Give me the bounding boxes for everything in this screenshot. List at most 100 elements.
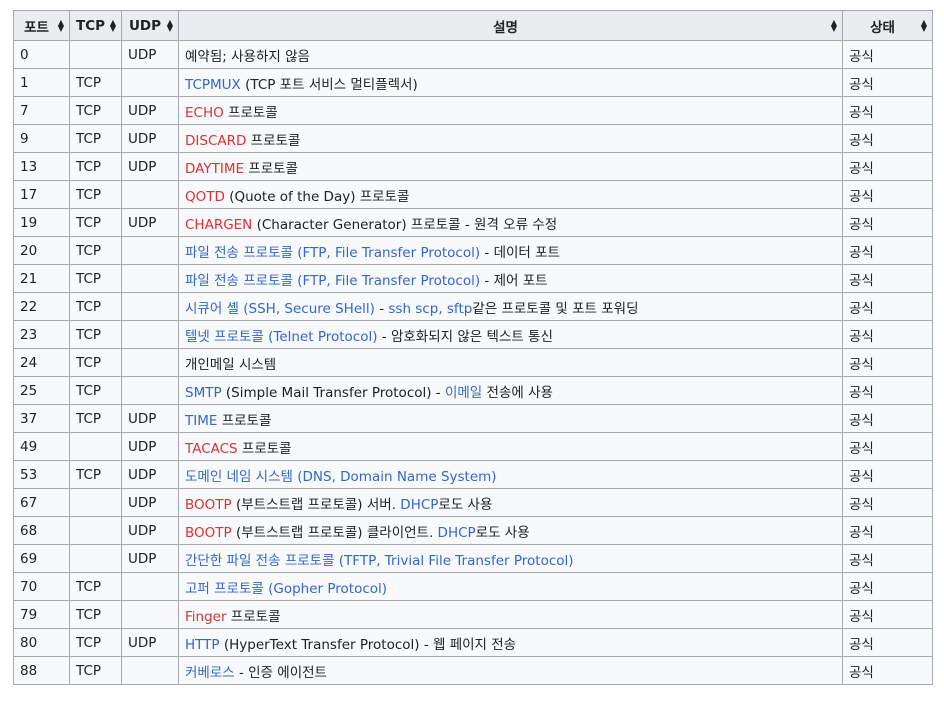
table-row: 20 TCP 파일 전송 프로토콜 (FTP, File Transfer Prot… (13, 236, 933, 265)
table-row: 80 TCP UDP HTTP (HyperText Transfer Protoco… (13, 628, 933, 657)
tcp-cell: TCP (69, 124, 122, 153)
sort-icon[interactable]: ▲ ▼ (109, 17, 116, 33)
tcp-cell: TCP (69, 292, 122, 321)
description-link[interactable]: 이메일 (444, 384, 483, 401)
sort-icon[interactable]: ▲ ▼ (920, 17, 927, 33)
status-cell: 공식 (842, 264, 933, 293)
status-cell: 공식 (842, 180, 933, 209)
description-link[interactable]: 커베로스 (185, 664, 235, 681)
header-tcp[interactable]: TCP ▲ ▼ (69, 10, 122, 41)
description-link[interactable]: DHCP (400, 496, 439, 513)
description-link[interactable]: HTTP (185, 636, 220, 653)
description-text: 프로토콜 (223, 104, 278, 121)
description-link[interactable]: 도메인 네임 시스템 (DNS, Domain Name System) (185, 468, 497, 485)
description-link[interactable]: DAYTIME (185, 160, 244, 177)
description-text: 개인메일 시스템 (185, 356, 277, 373)
description-cell: CHARGEN (Character Generator) 프로토콜 - 원격 … (178, 208, 843, 237)
status-cell: 공식 (842, 656, 933, 685)
status-cell: 공식 (842, 460, 933, 489)
tcp-cell (69, 544, 122, 573)
header-status[interactable]: 상태 ▲ ▼ (842, 10, 933, 41)
sort-icon[interactable]: ▲ ▼ (57, 17, 64, 33)
port-cell: 80 (13, 628, 70, 657)
description-cell: 개인메일 시스템 (178, 348, 843, 377)
header-udp[interactable]: UDP ▲ ▼ (121, 10, 179, 41)
description-text: 로도 사용 (475, 524, 530, 541)
udp-cell: UDP (121, 208, 179, 237)
description-link[interactable]: TCPMUX (185, 76, 241, 93)
header-description[interactable]: 설명 ▲ ▼ (178, 10, 843, 41)
tcp-cell: TCP (69, 600, 122, 629)
table-row: 37 TCP UDP TIME 프로토콜 공식 (13, 404, 933, 433)
status-cell: 공식 (842, 628, 933, 657)
description-text: 프로토콜 (237, 440, 292, 457)
description-link[interactable]: SMTP (185, 384, 222, 401)
port-cell: 7 (13, 96, 70, 125)
udp-cell (121, 572, 179, 601)
port-cell: 17 (13, 180, 70, 209)
description-cell: 텔넷 프로토콜 (Telnet Protocol) - 암호화되지 않은 텍스트… (178, 320, 843, 349)
description-link[interactable]: QOTD (185, 188, 225, 205)
description-link[interactable]: BOOTP (185, 496, 232, 513)
description-cell: TIME 프로토콜 (178, 404, 843, 433)
description-link[interactable]: 텔넷 프로토콜 (Telnet Protocol) (185, 328, 378, 345)
description-cell: TACACS 프로토콜 (178, 432, 843, 461)
description-cell: HTTP (HyperText Transfer Protocol) - 웹 페… (178, 628, 843, 657)
status-cell: 공식 (842, 236, 933, 265)
table-row: 21 TCP 파일 전송 프로토콜 (FTP, File Transfer Prot… (13, 264, 933, 293)
description-cell: ECHO 프로토콜 (178, 96, 843, 125)
table-body: 0 UDP 예약됨; 사용하지 않음 공식 1 TCP TCPMUX (TCP 포트 서비스… (13, 40, 933, 685)
header-row: 포트 ▲ ▼ TCP ▲ ▼ UDP ▲ ▼ 설명 ▲ ▼ 상태 ▲ ▼ (13, 10, 933, 41)
udp-cell (121, 600, 179, 629)
description-cell: 시큐어 셸 (SSH, Secure SHell) - ssh scp, sft… (178, 292, 843, 321)
description-text: 프로토콜 (246, 132, 301, 149)
description-link[interactable]: BOOTP (185, 524, 232, 541)
header-port[interactable]: 포트 ▲ ▼ (13, 10, 70, 41)
description-link[interactable]: 파일 전송 프로토콜 (FTP, File Transfer Protocol) (185, 272, 481, 289)
status-cell: 공식 (842, 348, 933, 377)
port-cell: 24 (13, 348, 70, 377)
status-cell: 공식 (842, 432, 933, 461)
udp-cell: UDP (121, 460, 179, 489)
description-text: (TCP 포트 서비스 멀티플렉서) (240, 76, 418, 93)
description-link[interactable]: TIME (185, 412, 218, 429)
description-text: - 인증 에이전트 (234, 664, 327, 681)
sort-icon[interactable]: ▲ ▼ (830, 17, 837, 33)
header-description-label: 설명 (493, 19, 518, 36)
description-link[interactable]: 고퍼 프로토콜 (Gopher Protocol) (185, 580, 388, 597)
description-link[interactable]: 시큐어 셸 (SSH, Secure SHell) (185, 300, 375, 317)
description-link[interactable]: ECHO (185, 104, 224, 121)
status-cell: 공식 (842, 544, 933, 573)
description-cell: BOOTP (부트스트랩 프로토콜) 클라이언트. DHCP로도 사용 (178, 516, 843, 545)
description-link[interactable]: 간단한 파일 전송 프로토콜 (TFTP, Trivial File Trans… (185, 552, 574, 569)
description-cell: 간단한 파일 전송 프로토콜 (TFTP, Trivial File Trans… (178, 544, 843, 573)
status-cell: 공식 (842, 376, 933, 405)
tcp-cell: TCP (69, 152, 122, 181)
description-link[interactable]: DHCP (437, 524, 476, 541)
status-cell: 공식 (842, 40, 933, 69)
description-link[interactable]: 파일 전송 프로토콜 (FTP, File Transfer Protocol) (185, 244, 481, 261)
table-row: 79 TCP Finger 프로토콜 공식 (13, 600, 933, 629)
description-text: 로도 사용 (438, 496, 493, 513)
table-row: 53 TCP UDP 도메인 네임 시스템 (DNS, Domain Name Sys… (13, 460, 933, 489)
description-cell: DISCARD 프로토콜 (178, 124, 843, 153)
tcp-cell: TCP (69, 404, 122, 433)
table-row: 24 TCP 개인메일 시스템 공식 (13, 348, 933, 377)
tcp-cell (69, 488, 122, 517)
description-link[interactable]: TACACS (185, 440, 238, 457)
port-cell: 20 (13, 236, 70, 265)
sort-icon[interactable]: ▲ ▼ (166, 17, 173, 33)
port-cell: 23 (13, 320, 70, 349)
description-cell: 파일 전송 프로토콜 (FTP, File Transfer Protocol)… (178, 236, 843, 265)
description-link[interactable]: Finger (185, 608, 227, 625)
description-link[interactable]: ssh scp, sftp (388, 300, 473, 317)
description-cell: 고퍼 프로토콜 (Gopher Protocol) (178, 572, 843, 601)
status-cell: 공식 (842, 572, 933, 601)
port-cell: 88 (13, 656, 70, 685)
description-text: (Quote of the Day) 프로토콜 (224, 188, 410, 205)
description-link[interactable]: CHARGEN (185, 216, 253, 233)
port-cell: 69 (13, 544, 70, 573)
table-row: 1 TCP TCPMUX (TCP 포트 서비스 멀티플렉서) 공식 (13, 68, 933, 97)
table-row: 69 UDP 간단한 파일 전송 프로토콜 (TFTP, Trivial File … (13, 544, 933, 573)
description-link[interactable]: DISCARD (185, 132, 247, 149)
